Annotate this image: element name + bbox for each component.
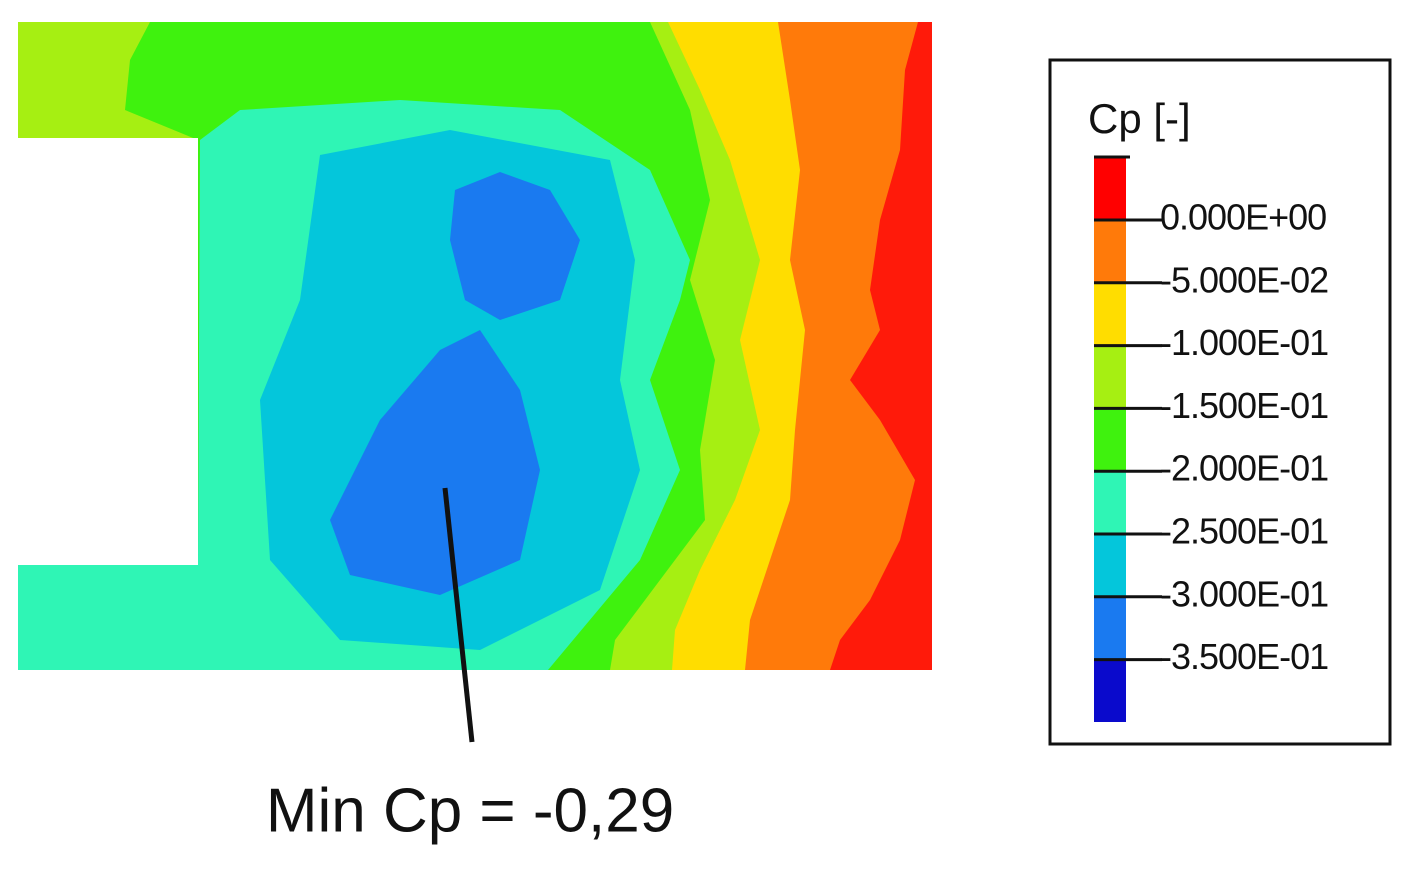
- contour-plot: [18, 22, 932, 670]
- swatch: [1094, 660, 1126, 722]
- swatch: [1094, 597, 1126, 660]
- notch: [18, 138, 198, 565]
- legend-title: Cp [-]: [1088, 95, 1191, 142]
- swatch: [1094, 220, 1126, 283]
- legend-label: -3.000E-01: [1160, 573, 1328, 614]
- legend-label: -5.000E-02: [1160, 259, 1328, 300]
- swatch: [1094, 409, 1126, 471]
- legend-label: -1.500E-01: [1160, 385, 1328, 426]
- swatch: [1094, 157, 1126, 220]
- swatch: [1094, 283, 1126, 346]
- legend-label: -3.500E-01: [1160, 636, 1328, 677]
- legend-label: -1.000E-01: [1160, 322, 1328, 363]
- swatch: [1094, 471, 1126, 534]
- band-blue-upper: [450, 172, 580, 320]
- swatch: [1094, 534, 1126, 597]
- band-blue-lower: [330, 330, 540, 595]
- annotation: Min Cp = -0,29: [266, 776, 674, 845]
- legend: Cp [-] 0.000E+00 -5.000E-02 -1.000E-01 -1.5…: [1048, 58, 1392, 746]
- legend-label: 0.000E+00: [1160, 197, 1326, 238]
- legend-label: -2.000E-01: [1160, 448, 1328, 489]
- swatch: [1094, 346, 1126, 409]
- leader-line: [442, 487, 475, 743]
- legend-label: -2.500E-01: [1160, 511, 1328, 552]
